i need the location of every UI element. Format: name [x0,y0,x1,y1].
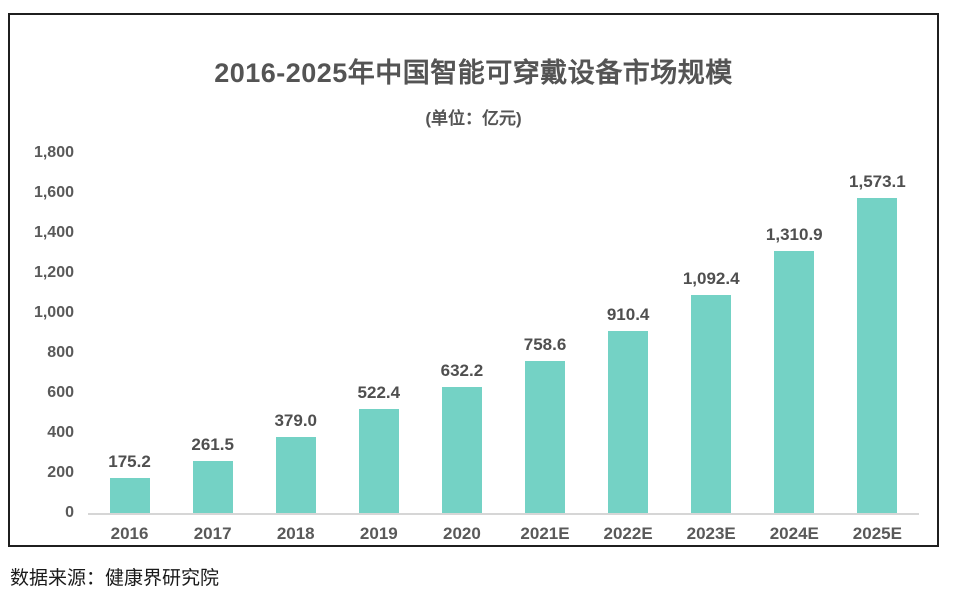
y-tick-label: 200 [47,464,74,481]
bar-group-2016: 175.2 [88,153,171,513]
x-axis-label-2020: 2020 [443,524,481,543]
y-tick-label: 1,000 [33,304,74,321]
bar-value-label: 632.2 [440,360,484,380]
bar-group-2023E: 1,092.4 [670,153,753,513]
bar-group-2019: 522.4 [337,153,420,513]
y-tick-label: 800 [47,344,74,361]
x-axis-label-2016: 2016 [110,524,149,543]
y-tick-label: 1,600 [33,184,74,201]
y-tick-label: 1,400 [33,224,74,241]
chart-panel: 2016-2025年中国智能可穿戴设备市场规模 (单位：亿元) 0 200 400 6… [8,13,939,547]
y-axis: 0 200 400 600 800 1,000 1,200 1,400 1,600 1,800 [16,144,88,521]
y-tick-label: 1,200 [33,264,74,281]
bar-2019 [358,408,399,513]
bar-group-2021E: 758.6 [503,153,586,513]
bar-group-2017: 261.5 [171,153,254,513]
x-axis-label-2018: 2018 [276,524,315,543]
y-tick-label: 400 [47,424,74,441]
bar-2018 [275,437,316,513]
bar-value-label: 1,573.1 [849,172,906,192]
x-axis: 2016 2017 2018 2019 2020 2021E 2022E 2023E 2024E… [88,524,919,544]
source-note: 数据来源：健康界研究院 [10,568,220,589]
bar-value-label: 910.4 [606,304,650,324]
bar-group-2020: 632.2 [420,153,503,513]
bar-group-2018: 379.0 [254,153,337,513]
bar-2017 [192,460,233,513]
bar-value-label: 758.6 [523,335,567,355]
bar-2022E [608,330,649,513]
bar-2016 [109,477,150,513]
bar-value-label: 1,092.4 [682,268,740,288]
bar-2024E [774,250,815,513]
bar-value-label: 261.5 [191,434,234,454]
bar-2023E [691,294,732,513]
bar-chart: 0 200 400 600 800 1,000 1,200 1,400 1,600 1,800 1… [10,144,937,544]
x-axis-label-2017: 2017 [193,524,232,543]
plot-area: 175.2 261.5 379.0 522.4 632.2 758.6 910.4 1,092… [88,153,919,515]
bar-2025E [857,198,898,513]
bar-value-label: 522.4 [357,382,401,402]
x-axis-label-2021E: 2021E [520,524,570,543]
x-axis-label-2025E: 2025E [852,524,902,543]
x-axis-label-2024E: 2024E [769,524,819,543]
y-tick-label: 600 [47,384,74,401]
y-tick-label: 0 [65,504,74,521]
chart-subtitle: (单位：亿元) [425,109,522,128]
x-axis-label-2023E: 2023E [686,524,736,543]
bar-2021E [525,361,566,513]
bar-value-label: 379.0 [274,411,317,431]
y-tick-label: 1,800 [33,144,74,161]
plot-wrap: 175.2 261.5 379.0 522.4 632.2 758.6 910.4 1,092… [88,153,919,544]
bar-2020 [441,386,482,513]
chart-title: 2016-2025年中国智能可穿戴设备市场规模 [214,58,733,88]
bar-value-label: 175.2 [108,451,151,471]
bar-group-2025E: 1,573.1 [836,153,919,513]
bar-group-2022E: 910.4 [587,153,670,513]
bar-group-2024E: 1,310.9 [753,153,836,513]
x-axis-label-2019: 2019 [359,524,398,543]
x-axis-label-2022E: 2022E [603,524,653,543]
bar-value-label: 1,310.9 [765,224,823,244]
